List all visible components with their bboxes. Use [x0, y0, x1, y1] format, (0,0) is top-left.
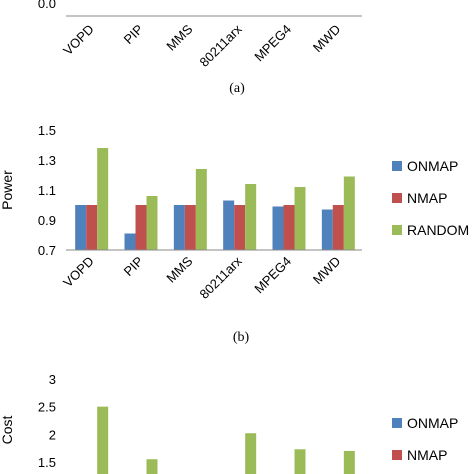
- legend-swatch-nmap: [392, 193, 402, 203]
- bar-onmap: [321, 209, 333, 250]
- bar-random: [195, 169, 207, 250]
- bar-random: [97, 148, 109, 250]
- category-label: PIP: [121, 22, 146, 47]
- legend-label: NMAP: [407, 447, 447, 463]
- chart-b-y-axis-label: Power: [0, 170, 15, 210]
- y-tick-label: 1.3: [38, 153, 56, 168]
- legend-label: ONMAP: [407, 415, 458, 431]
- bar-random: [343, 176, 355, 250]
- chart-a-ytick-label: 0.0: [38, 0, 56, 11]
- bar-random: [97, 406, 109, 474]
- bar-random: [146, 196, 158, 250]
- category-label: MWD: [310, 254, 344, 288]
- chart-c-y-axis-label: Cost: [0, 416, 15, 445]
- chart-a-caption: (a): [229, 81, 245, 96]
- y-tick-label: 2: [49, 427, 56, 442]
- legend-swatch-onmap: [392, 418, 402, 428]
- bar-onmap: [75, 205, 87, 250]
- legend-label: RANDOM: [407, 222, 469, 238]
- y-tick-label: 3: [49, 372, 56, 387]
- bar-random: [294, 449, 306, 474]
- category-label: MPEG4: [251, 22, 294, 65]
- bar-random: [146, 459, 158, 474]
- bar-nmap: [135, 205, 147, 250]
- y-tick-label: 1.5: [38, 455, 56, 470]
- bar-onmap: [173, 205, 185, 250]
- bar-nmap: [86, 205, 98, 250]
- category-label: MPEG4: [251, 254, 294, 297]
- y-tick-label: 0.9: [38, 213, 56, 228]
- category-label: MMS: [163, 21, 195, 53]
- bar-onmap: [223, 200, 235, 250]
- y-tick-label: 0.7: [38, 243, 56, 258]
- legend-swatch-random: [392, 225, 402, 235]
- bar-onmap: [124, 233, 136, 250]
- bar-random: [245, 184, 257, 250]
- category-label: MMS: [163, 253, 195, 285]
- chart-b: Power 0.7 0.9 1.1 1.3 1.5 VOPD PIP MMS 80211arx…: [0, 123, 469, 345]
- y-tick-label: 2.5: [38, 400, 56, 415]
- bar-nmap: [332, 205, 344, 250]
- bar-random: [343, 450, 355, 474]
- chart-c: Cost 1.5 2 2.5 3 ONMAP NMAP: [0, 372, 458, 474]
- y-tick-label: 1.1: [38, 183, 56, 198]
- category-label: PIP: [121, 254, 146, 279]
- chart-a: 0.0 VOPD PIP MMS 80211arx MPEG4 MWD (a): [38, 0, 362, 96]
- bar-nmap: [184, 205, 196, 250]
- legend-label: ONMAP: [407, 158, 458, 174]
- category-label: VOPD: [60, 22, 97, 59]
- bar-random: [245, 433, 257, 474]
- chart-b-caption: (b): [233, 330, 250, 345]
- bar-nmap: [283, 205, 295, 250]
- legend-swatch-onmap: [392, 161, 402, 171]
- bar-nmap: [234, 205, 246, 250]
- y-tick-label: 1.5: [38, 123, 56, 138]
- category-label: VOPD: [60, 254, 97, 291]
- bar-random: [294, 187, 306, 250]
- category-label: 80211arx: [197, 253, 246, 302]
- category-label: MWD: [310, 22, 344, 56]
- legend-swatch-nmap: [392, 450, 402, 460]
- legend-label: NMAP: [407, 190, 447, 206]
- bar-onmap: [272, 206, 284, 250]
- category-label: 80211arx: [197, 21, 246, 70]
